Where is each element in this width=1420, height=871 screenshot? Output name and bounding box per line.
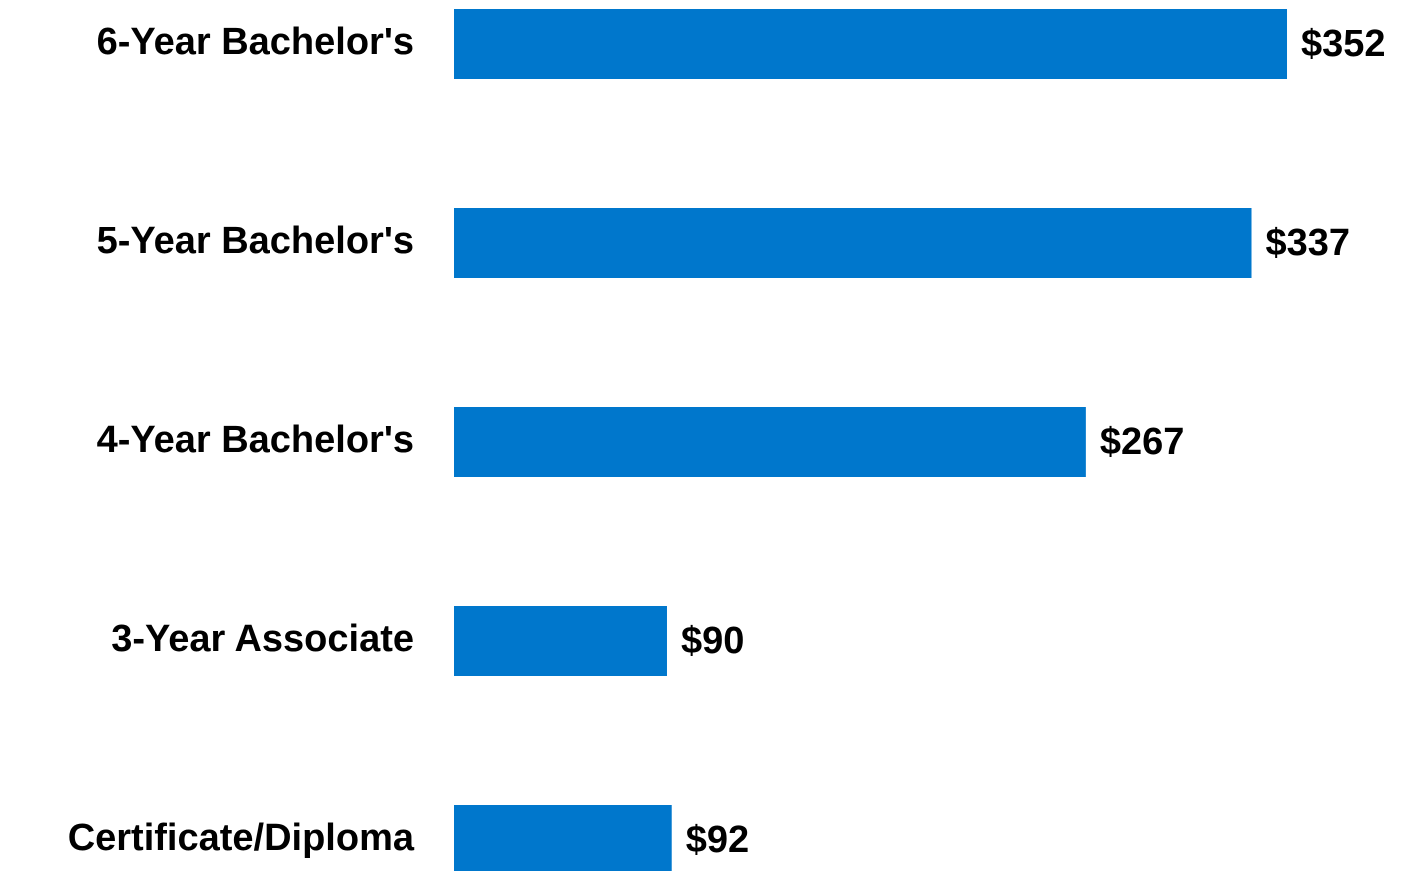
category-label: 3-Year Associate — [111, 618, 414, 660]
value-label: $352 — [1301, 23, 1386, 65]
value-label: $90 — [681, 620, 744, 662]
bar — [454, 9, 1288, 79]
category-label: Certificate/Diploma — [68, 817, 415, 859]
category-label: 5-Year Bachelor's — [97, 220, 414, 262]
category-label: 4-Year Bachelor's — [97, 419, 414, 461]
bar — [454, 805, 672, 871]
category-label: 6-Year Bachelor's — [97, 21, 414, 63]
value-label: $337 — [1266, 222, 1351, 264]
bar — [454, 606, 667, 676]
value-label: $267 — [1100, 421, 1185, 463]
bar — [454, 208, 1252, 278]
bar — [454, 407, 1086, 477]
value-label: $92 — [686, 819, 749, 861]
